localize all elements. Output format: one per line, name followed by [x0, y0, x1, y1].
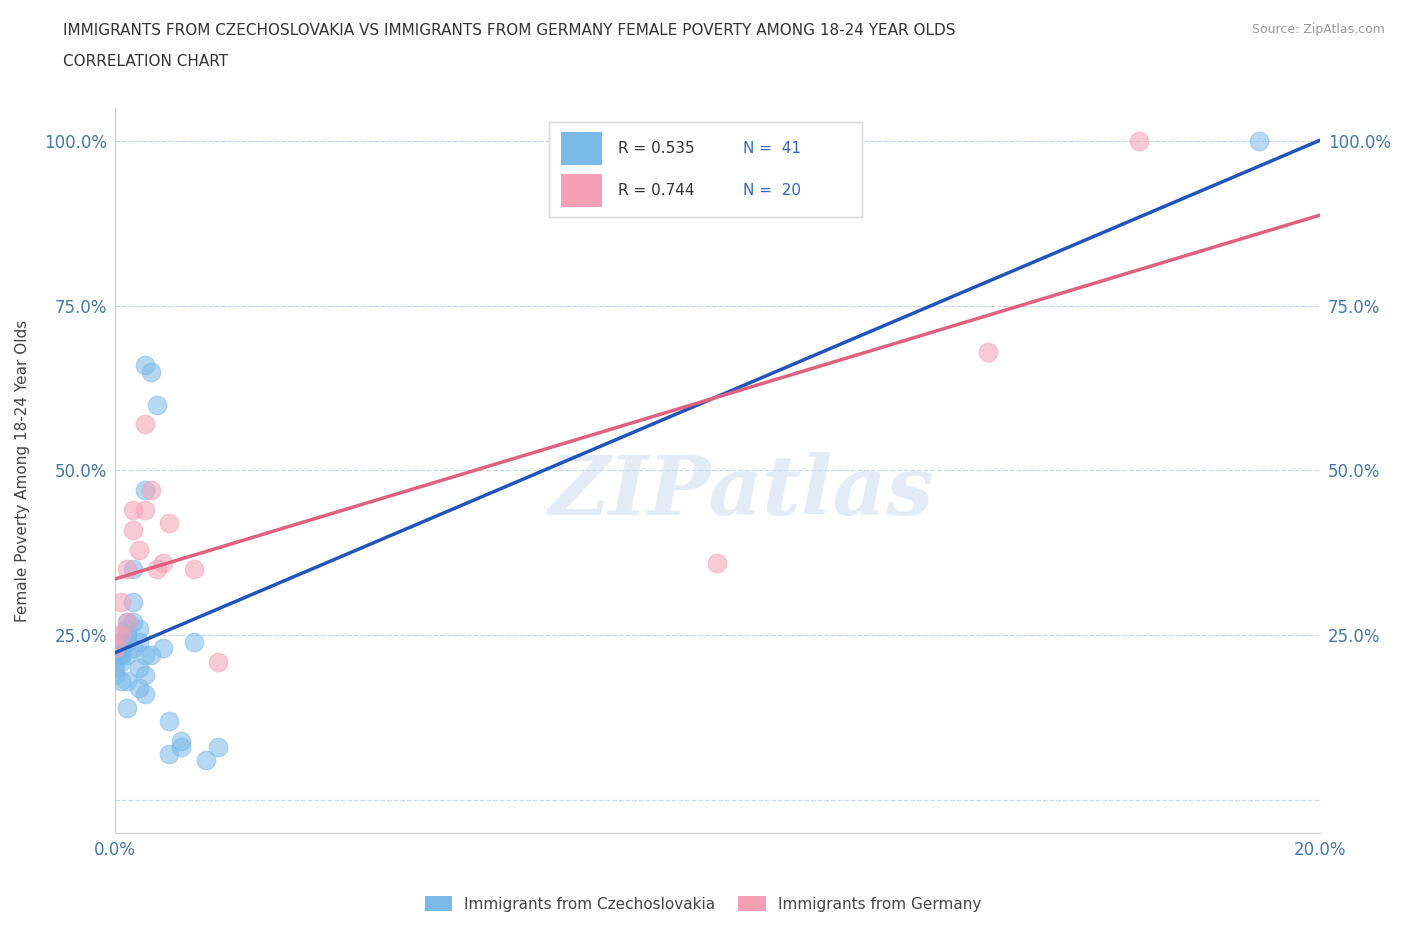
Point: [128, 634, 150, 649]
Point: [117, 621, 139, 636]
Point: [134, 483, 156, 498]
Point: [128, 660, 150, 675]
Point: [110, 674, 132, 689]
Point: [146, 397, 169, 412]
Point: [110, 595, 132, 610]
Point: [122, 595, 145, 610]
Point: [104, 641, 127, 656]
Point: [1249, 134, 1271, 149]
Point: [141, 365, 163, 379]
Point: [134, 647, 156, 662]
Point: [170, 733, 193, 748]
Point: [183, 634, 205, 649]
Legend: Immigrants from Czechoslovakia, Immigrants from Germany: Immigrants from Czechoslovakia, Immigran…: [419, 889, 987, 918]
Point: [117, 615, 139, 630]
Text: ZIPatlas: ZIPatlas: [548, 452, 934, 532]
Point: [128, 621, 150, 636]
Point: [194, 753, 217, 768]
Point: [110, 634, 132, 649]
Y-axis label: Female Poverty Among 18-24 Year Olds: Female Poverty Among 18-24 Year Olds: [15, 319, 30, 621]
Text: IMMIGRANTS FROM CZECHOSLOVAKIA VS IMMIGRANTS FROM GERMANY FEMALE POVERTY AMONG 1: IMMIGRANTS FROM CZECHOSLOVAKIA VS IMMIGR…: [63, 23, 956, 38]
Point: [117, 615, 139, 630]
Point: [134, 667, 156, 682]
Point: [207, 739, 229, 754]
Point: [134, 502, 156, 517]
Point: [207, 654, 229, 669]
Point: [117, 562, 139, 577]
Point: [110, 647, 132, 662]
Point: [141, 483, 163, 498]
Point: [117, 647, 139, 662]
Point: [1128, 134, 1150, 149]
Point: [157, 747, 180, 762]
Point: [122, 641, 145, 656]
Point: [706, 555, 728, 570]
Point: [104, 667, 127, 682]
Point: [128, 542, 150, 557]
Point: [104, 654, 127, 669]
Point: [134, 687, 156, 702]
Point: [117, 700, 139, 715]
Point: [110, 641, 132, 656]
Point: [104, 628, 127, 643]
Point: [122, 523, 145, 538]
Point: [157, 713, 180, 728]
Point: [141, 647, 163, 662]
Text: Source: ZipAtlas.com: Source: ZipAtlas.com: [1251, 23, 1385, 36]
Point: [104, 660, 127, 675]
Point: [122, 502, 145, 517]
Point: [117, 628, 139, 643]
Point: [110, 647, 132, 662]
Point: [134, 357, 156, 372]
Point: [110, 628, 132, 643]
Point: [170, 739, 193, 754]
Point: [117, 634, 139, 649]
Point: [977, 344, 1000, 359]
Point: [122, 562, 145, 577]
Text: CORRELATION CHART: CORRELATION CHART: [63, 54, 228, 69]
Point: [110, 654, 132, 669]
Point: [117, 674, 139, 689]
Point: [152, 641, 174, 656]
Point: [152, 555, 174, 570]
Point: [128, 681, 150, 696]
Point: [122, 615, 145, 630]
Point: [183, 562, 205, 577]
Point: [134, 417, 156, 432]
Point: [157, 516, 180, 531]
Point: [146, 562, 169, 577]
